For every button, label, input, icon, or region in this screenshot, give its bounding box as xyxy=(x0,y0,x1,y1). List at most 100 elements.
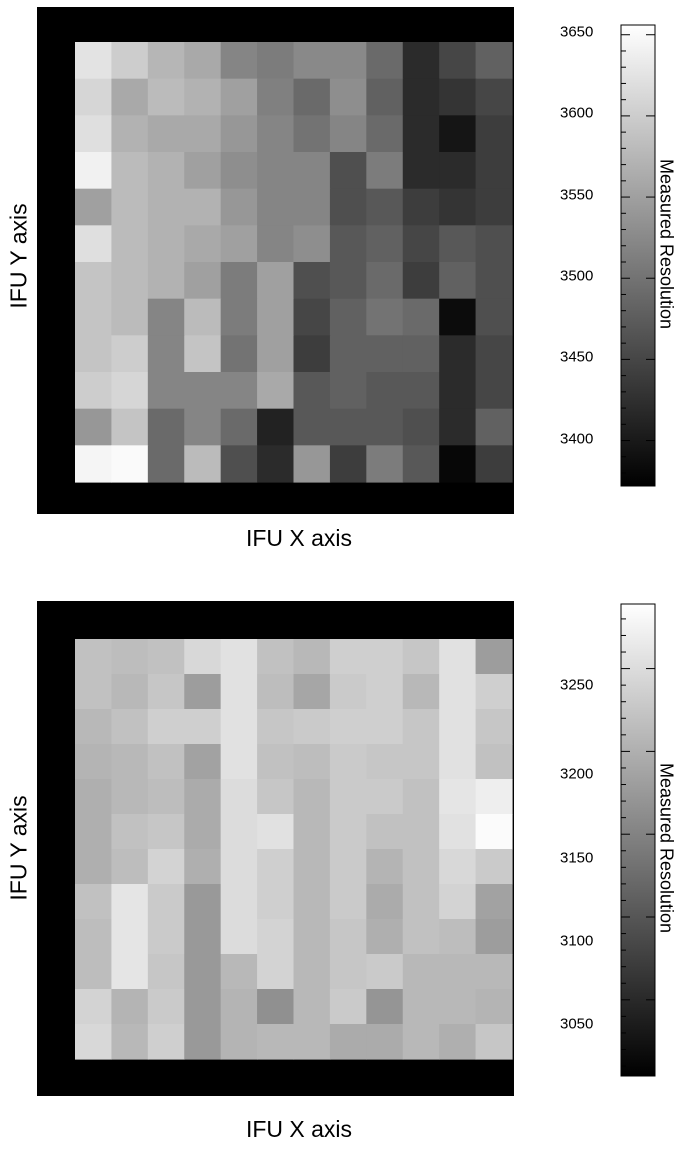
heatmap-cell xyxy=(111,335,149,373)
heatmap-cell xyxy=(293,639,331,675)
heatmap-cell xyxy=(147,779,185,815)
heatmap-cell xyxy=(111,262,149,300)
heatmap-cell xyxy=(111,225,149,263)
heatmap-cell xyxy=(439,188,477,226)
heatmap-cell xyxy=(75,989,113,1025)
heatmap-cell xyxy=(257,814,295,850)
heatmap-cell xyxy=(439,115,477,153)
heatmap-cell xyxy=(366,225,404,263)
heatmap-cell xyxy=(75,408,113,446)
heatmap-cell xyxy=(147,744,185,780)
heatmap-cell xyxy=(147,225,185,263)
heatmap-cell xyxy=(75,954,113,990)
heatmap-cell xyxy=(111,849,149,885)
heatmap-cell xyxy=(75,188,113,226)
heatmap-cell xyxy=(220,152,258,190)
heatmap-cell xyxy=(402,709,440,745)
colorbar-tick-label: 3600 xyxy=(560,104,594,122)
heatmap-cell xyxy=(75,262,113,300)
heatmap-cell xyxy=(75,152,113,190)
heatmap-cell xyxy=(293,78,331,116)
heatmap-cell xyxy=(257,115,295,153)
heatmap-cell xyxy=(293,115,331,153)
heatmap-cell xyxy=(329,884,367,920)
heatmap-cell xyxy=(402,919,440,955)
heatmap-cell xyxy=(439,779,477,815)
heatmap-cell xyxy=(293,884,331,920)
heatmap-cell xyxy=(75,919,113,955)
colorbar-label: Measured Resolution xyxy=(656,762,677,934)
heatmap-cell xyxy=(439,709,477,745)
heatmap-cell xyxy=(75,849,113,885)
heatmap-cell xyxy=(475,709,513,745)
heatmap-cell xyxy=(184,674,222,710)
heatmap-cell xyxy=(366,989,404,1025)
heatmap-cell xyxy=(475,989,513,1025)
y-axis-label: IFU Y axis xyxy=(5,203,32,309)
heatmap-cell xyxy=(257,298,295,336)
heatmap-cell xyxy=(402,744,440,780)
heatmap-cell xyxy=(366,42,404,80)
heatmap-cell xyxy=(184,298,222,336)
heatmap-cell xyxy=(439,42,477,80)
heatmap-cell xyxy=(257,78,295,116)
heatmap-cell xyxy=(220,674,258,710)
heatmap-cell xyxy=(439,744,477,780)
heatmap-cell xyxy=(439,225,477,263)
heatmap-cell xyxy=(475,262,513,300)
heatmap-cell xyxy=(366,919,404,955)
heatmap-cell xyxy=(220,115,258,153)
heatmap-cell xyxy=(329,115,367,153)
heatmap-cell xyxy=(220,709,258,745)
heatmap-cell xyxy=(111,42,149,80)
heatmap-cell xyxy=(402,445,440,483)
heatmap-cell xyxy=(475,335,513,373)
heatmap-cell xyxy=(220,372,258,410)
colorbar-tick-label: 3100 xyxy=(560,932,594,950)
heatmap-cell xyxy=(184,335,222,373)
heatmap-cell xyxy=(184,814,222,850)
heatmap-cell xyxy=(220,639,258,675)
heatmap-cell xyxy=(147,989,185,1025)
heatmap-cell xyxy=(111,408,149,446)
heatmap-cell xyxy=(402,849,440,885)
heatmap-cell xyxy=(220,779,258,815)
heatmap-cell xyxy=(402,884,440,920)
heatmap-cell xyxy=(366,884,404,920)
heatmap-cell xyxy=(475,408,513,446)
heatmap-cell xyxy=(184,779,222,815)
heatmap-cell xyxy=(402,152,440,190)
colorbar-tick-label: 3200 xyxy=(560,765,594,783)
heatmap-cell xyxy=(184,225,222,263)
heatmap-cell xyxy=(111,814,149,850)
heatmap-cell xyxy=(75,445,113,483)
heatmap-cell xyxy=(329,262,367,300)
heatmap-cell xyxy=(111,989,149,1025)
heatmap-cell xyxy=(329,674,367,710)
heatmap-cell xyxy=(293,954,331,990)
heatmap-cell xyxy=(475,78,513,116)
heatmap-cell xyxy=(402,814,440,850)
heatmap-cell xyxy=(147,152,185,190)
heatmap-cell xyxy=(220,408,258,446)
heatmap-cell xyxy=(293,152,331,190)
heatmap-cell xyxy=(402,989,440,1025)
heatmap-cell xyxy=(439,954,477,990)
heatmap-cell xyxy=(257,709,295,745)
colorbar-tick-label: 3650 xyxy=(560,23,594,41)
heatmap-cell xyxy=(220,989,258,1025)
heatmap-cell xyxy=(475,298,513,336)
heatmap-cell xyxy=(475,1024,513,1060)
heatmap-cell xyxy=(439,78,477,116)
heatmap-cell xyxy=(475,814,513,850)
heatmap-cell xyxy=(220,919,258,955)
heatmap-cell xyxy=(366,814,404,850)
heatmap-cell xyxy=(257,779,295,815)
heatmap-cell xyxy=(257,744,295,780)
heatmap-cell xyxy=(402,188,440,226)
heatmap-cell xyxy=(293,335,331,373)
heatmap-cell xyxy=(329,78,367,116)
heatmap-cell xyxy=(402,225,440,263)
heatmap-cell xyxy=(475,954,513,990)
heatmap-cell xyxy=(402,262,440,300)
